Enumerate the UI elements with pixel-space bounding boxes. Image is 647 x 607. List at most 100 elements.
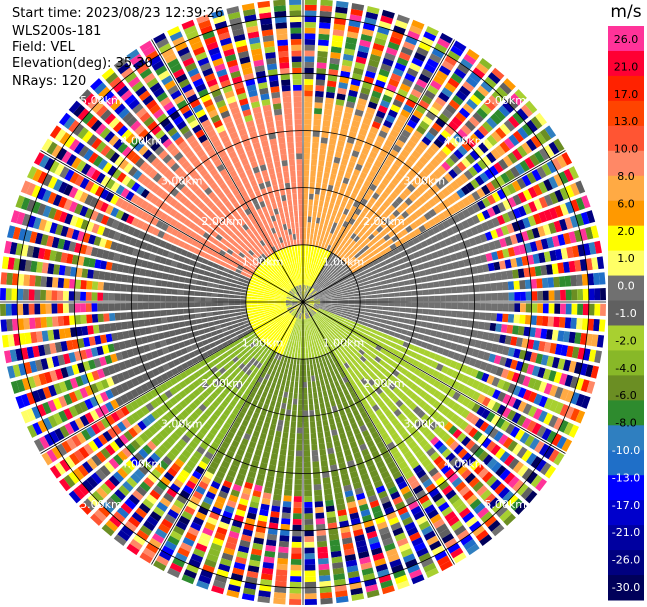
ray-gate	[131, 511, 144, 523]
ray-gate	[243, 432, 251, 441]
ray-gate	[387, 413, 396, 422]
ray-gate	[58, 328, 66, 339]
ray-gate	[154, 287, 161, 294]
ray-gate	[264, 416, 272, 424]
ray-gate	[344, 554, 357, 562]
ray-gate	[495, 271, 502, 281]
ray-gate	[410, 415, 420, 425]
ray-gate	[319, 449, 327, 456]
ray-gate	[258, 310, 265, 314]
ray-gate	[447, 217, 456, 226]
ray-gate	[304, 501, 313, 508]
ray-gate	[351, 3, 365, 11]
ray-gate	[310, 310, 315, 316]
ray-gate	[213, 409, 222, 418]
ray-gate	[418, 424, 428, 433]
ray-gate	[146, 413, 156, 424]
ray-gate	[319, 306, 326, 309]
ray-gate	[364, 374, 372, 382]
ray-gate	[526, 471, 538, 485]
ray-gate	[240, 327, 247, 333]
ray-gate	[141, 336, 149, 344]
ray-gate	[431, 251, 439, 259]
ray-gate	[334, 492, 344, 500]
ray-gate	[323, 482, 332, 490]
ray-gate	[361, 147, 370, 156]
ray-gate	[441, 60, 455, 71]
ray-gate	[356, 320, 363, 325]
ray-gate	[103, 282, 110, 291]
ray-gate	[189, 425, 198, 435]
ray-gate	[228, 445, 237, 453]
ray-gate	[336, 296, 343, 299]
ray-gate	[304, 307, 306, 314]
ray-gate	[295, 306, 300, 311]
ray-gate	[234, 367, 242, 374]
ray-gate	[308, 303, 315, 305]
ray-gate	[428, 106, 440, 117]
ray-gate	[195, 431, 205, 441]
ray-gate	[532, 340, 540, 351]
ray-gate	[416, 125, 427, 135]
ray-gate	[371, 294, 378, 298]
ray-gate	[174, 458, 185, 468]
ray-gate	[336, 223, 342, 231]
ray-gate	[74, 303, 81, 313]
ray-gate	[268, 429, 275, 436]
ray-gate	[116, 507, 129, 519]
ray-gate	[470, 226, 479, 236]
ray-gate	[560, 303, 566, 315]
ray-gate	[256, 388, 263, 396]
ray-gate	[80, 303, 86, 313]
ray-gate	[421, 315, 428, 321]
ray-gate	[418, 520, 431, 531]
ray-gate	[343, 449, 352, 457]
ray-gate	[260, 327, 266, 332]
ray-gate	[304, 536, 315, 543]
ray-gate	[125, 293, 132, 301]
ray-gate	[304, 564, 316, 571]
ray-gate	[326, 257, 331, 264]
ray-gate	[130, 388, 139, 399]
ray-gate	[304, 496, 313, 503]
ray-gate	[511, 180, 522, 192]
ray-gate	[150, 388, 159, 398]
ray-gate	[277, 396, 283, 403]
ray-gate	[284, 415, 291, 422]
ray-gate	[295, 324, 299, 330]
ray-gate	[538, 395, 548, 408]
ray-gate	[433, 288, 440, 295]
ray-gate	[574, 332, 582, 345]
ray-gate	[125, 379, 135, 390]
ray-gate	[355, 388, 362, 396]
ray-gate	[392, 67, 404, 77]
ray-gate	[169, 330, 176, 337]
ray-gate	[204, 408, 213, 417]
ray-gate	[139, 481, 151, 493]
ray-gate	[474, 293, 481, 301]
ray-gate	[350, 371, 357, 379]
ray-gate	[298, 393, 303, 400]
ray-gate	[319, 194, 325, 202]
ray-gate	[479, 421, 490, 432]
ray-gate	[400, 302, 406, 307]
ray-gate	[379, 391, 387, 400]
ray-gate	[218, 563, 231, 573]
ray-gate	[534, 150, 545, 164]
ray-gate	[332, 562, 344, 569]
ray-gate	[162, 273, 169, 280]
ray-gate	[535, 459, 547, 472]
ray-gate	[266, 533, 278, 541]
ray-gate	[118, 434, 129, 445]
ray-gate	[227, 469, 237, 478]
ray-gate	[496, 404, 507, 416]
ray-gate	[577, 244, 586, 257]
ray-gate	[105, 333, 113, 343]
ray-gate	[251, 302, 258, 305]
ray-gate	[345, 381, 352, 389]
ray-gate	[330, 308, 337, 311]
ray-gate	[387, 168, 397, 177]
ray-gate	[135, 436, 145, 447]
ray-gate	[191, 357, 199, 365]
ray-gate	[327, 285, 334, 289]
